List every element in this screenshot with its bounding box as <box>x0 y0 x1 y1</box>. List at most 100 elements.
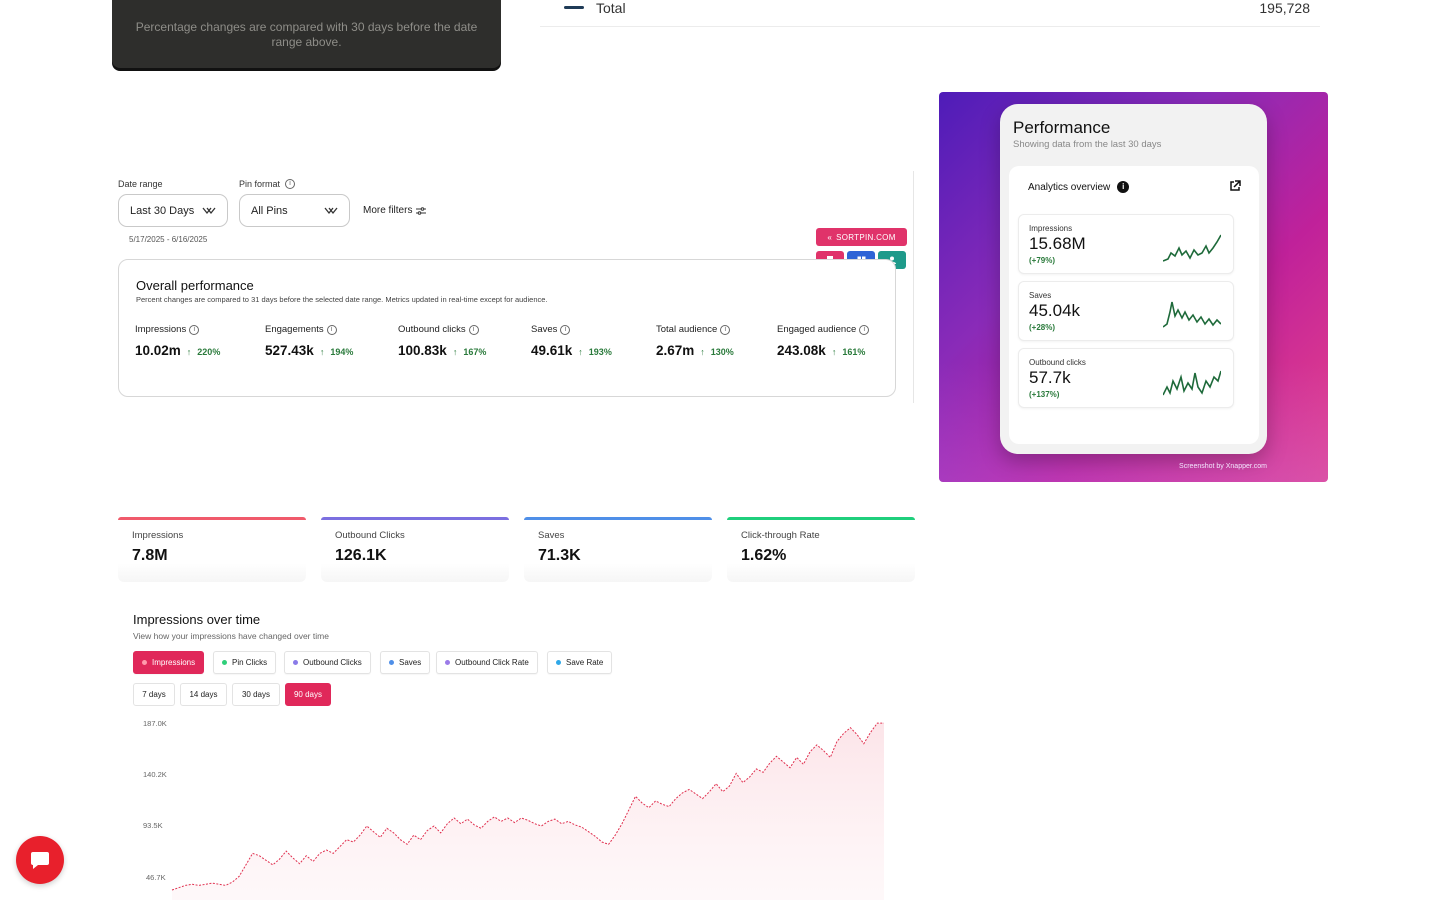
kpi-outbound-clicks[interactable]: Outbound Clicks 126.1K <box>321 517 509 582</box>
metric-outbound-clicks: Outbound clicks i 100.83k ↑ 167% <box>398 324 486 358</box>
arrow-up-icon: ↑ <box>831 347 837 357</box>
info-icon[interactable]: i <box>285 179 296 189</box>
info-icon[interactable]: i <box>560 324 571 335</box>
tab-outbound-click-rate[interactable]: Outbound Click Rate <box>436 651 538 674</box>
kpi-saves[interactable]: Saves 71.3K <box>524 517 712 582</box>
sparkline <box>1163 234 1221 262</box>
metric-label: Total audience <box>656 324 718 335</box>
kpi-label: Saves <box>538 530 565 541</box>
performance-screenshot: Performance Showing data from the last 3… <box>939 92 1328 482</box>
info-icon[interactable]: i <box>326 324 337 335</box>
overall-performance-card: Overall performance Percent changes are … <box>118 259 896 397</box>
y-tick-label: 46.7K <box>146 873 166 882</box>
stat-card-saves[interactable]: Saves 45.04k (+28%) <box>1018 281 1234 341</box>
kpi-impressions[interactable]: Impressions 7.8M <box>118 517 306 582</box>
metric-engaged-audience: Engaged audience i 243.08k ↑ 161% <box>777 324 870 358</box>
kpi-accent-bar <box>321 517 509 520</box>
screenshot-credit: Screenshot by Xnapper.com <box>1179 463 1267 470</box>
more-filters-button[interactable]: More filters <box>363 205 427 216</box>
divider <box>913 171 914 403</box>
info-icon[interactable]: i <box>468 324 479 335</box>
tab-outbound-clicks[interactable]: Outbound Clicks <box>284 651 371 674</box>
analytics-overview-header: Analytics overview i <box>1028 181 1130 193</box>
metric-value: 2.67m <box>656 343 695 358</box>
kpi-value: 126.1K <box>335 547 387 564</box>
pin-format-value: All Pins <box>251 204 288 217</box>
dot-icon <box>142 660 147 665</box>
double-chevron-left-icon: « <box>827 232 833 242</box>
arrow-up-icon: ↑ <box>700 347 705 357</box>
info-icon[interactable]: i <box>720 324 731 335</box>
y-tick-label: 93.5K <box>143 821 163 830</box>
performance-title: Performance <box>1013 118 1111 137</box>
overall-performance-subtitle: Percent changes are compared to 31 days … <box>136 295 548 304</box>
analytics-overview: Analytics overview i Impressions 15.68M … <box>1009 166 1259 444</box>
metric-label: Engagements <box>265 324 324 335</box>
tab-impressions[interactable]: Impressions <box>133 651 205 674</box>
overall-performance-title: Overall performance <box>136 278 254 293</box>
filter-sliders-icon <box>416 206 427 215</box>
stat-card-impressions[interactable]: Impressions 15.68M (+79%) <box>1018 214 1234 274</box>
range-14-days[interactable]: 14 days <box>180 683 227 706</box>
range-90-days[interactable]: 90 days <box>285 683 331 706</box>
performance-subtitle: Showing data from the last 30 days <box>1013 139 1162 150</box>
stat-card-outbound-clicks[interactable]: Outbound clicks 57.7k (+137%) <box>1018 348 1234 408</box>
tab-label: Outbound Click Rate <box>455 658 529 667</box>
arrow-up-icon: ↑ <box>452 347 458 357</box>
pin-format-select[interactable]: All Pins <box>239 194 350 227</box>
more-filters-label: More filters <box>363 205 413 216</box>
metric-value: 100.83k <box>398 343 447 358</box>
stat-change: (+79%) <box>1029 256 1056 265</box>
range-30-days[interactable]: 30 days <box>232 683 280 706</box>
tooltip-card: Percentage changes are compared with 30 … <box>112 0 501 68</box>
stat-label: Saves <box>1029 291 1052 300</box>
metric-value: 49.61k <box>531 343 573 358</box>
arrow-up-icon: ↑ <box>578 347 583 357</box>
stat-label: Outbound clicks <box>1029 358 1086 367</box>
date-range-dates: 5/17/2025 - 6/16/2025 <box>129 235 208 244</box>
info-icon[interactable]: i <box>1117 181 1130 193</box>
metric-impressions: Impressions i 10.02m ↑ 220% <box>135 324 220 358</box>
stat-label: Impressions <box>1029 224 1073 233</box>
kpi-background <box>524 520 712 582</box>
chart-series-line <box>171 722 884 891</box>
range-7-days[interactable]: 7 days <box>133 683 175 706</box>
total-value: 195,728 <box>1259 0 1310 16</box>
tooltip-text: Percentage changes are compared with 30 … <box>135 20 478 49</box>
date-range-select[interactable]: Last 30 Days <box>118 194 228 227</box>
kpi-background <box>118 520 306 582</box>
metric-value: 10.02m <box>135 343 181 358</box>
performance-panel: Performance Showing data from the last 3… <box>1000 104 1267 454</box>
kpi-click-through-rate[interactable]: Click-through Rate 1.62% <box>727 517 915 582</box>
y-tick-label: 140.2K <box>143 770 167 779</box>
chat-bubble-icon <box>31 851 49 869</box>
sortpin-badge[interactable]: « SORTPIN.COM <box>816 228 907 246</box>
metric-change: 161% <box>842 347 866 357</box>
kpi-background <box>321 520 509 582</box>
kpi-background <box>727 520 915 582</box>
tab-pin-clicks[interactable]: Pin Clicks <box>213 651 277 674</box>
metric-label: Engaged audience <box>777 324 857 335</box>
date-range-value: Last 30 Days <box>130 204 195 217</box>
arrow-up-icon: ↑ <box>186 347 192 357</box>
external-link-icon[interactable] <box>1229 180 1241 192</box>
stat-value: 45.04k <box>1029 301 1081 320</box>
metric-label: Impressions <box>135 324 187 335</box>
kpi-label: Impressions <box>132 530 184 541</box>
tab-label: Pin Clicks <box>232 658 268 667</box>
tab-save-rate[interactable]: Save Rate <box>547 651 613 674</box>
impressions-line-chart <box>171 722 884 900</box>
analytics-overview-title: Analytics overview <box>1028 181 1111 193</box>
info-icon[interactable]: i <box>189 324 200 335</box>
metric-value: 243.08k <box>777 343 826 358</box>
info-icon[interactable]: i <box>859 324 870 335</box>
metric-saves: Saves i 49.61k ↑ 193% <box>531 324 612 358</box>
tab-label: Saves <box>399 658 422 667</box>
total-legend-swatch <box>564 6 584 9</box>
date-range-label: Date range <box>118 179 163 189</box>
impressions-over-time-title: Impressions over time <box>133 612 261 627</box>
sortpin-label: SORTPIN.COM <box>836 232 896 242</box>
chat-button[interactable] <box>16 836 64 884</box>
metric-change: 220% <box>197 347 221 357</box>
tab-saves[interactable]: Saves <box>380 651 431 674</box>
